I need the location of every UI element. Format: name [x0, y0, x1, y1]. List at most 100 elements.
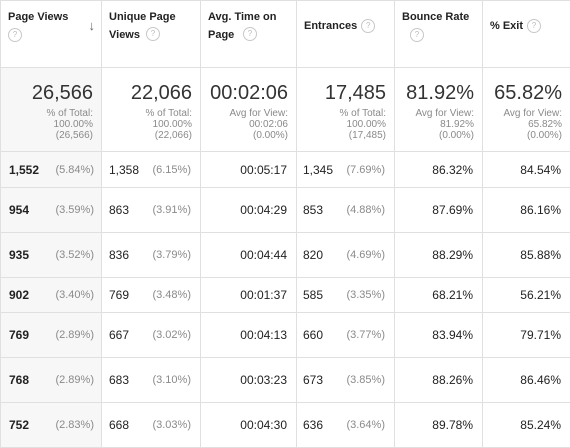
column-header-unique-page-views[interactable]: Unique Page Views?: [102, 1, 201, 68]
unique-page-views-percent: (6.15%): [152, 164, 191, 176]
total-caption: Avg for View:: [205, 108, 288, 119]
entrances-percent: (3.35%): [346, 289, 385, 301]
cell-unique-page-views: 863(3.91%): [102, 188, 201, 233]
entrances-percent: (7.69%): [346, 164, 385, 176]
table-row: 902 (3.40%) 769 (3.48%) 00:01:37 585 (3.35%) 68…: [1, 278, 570, 313]
entrances-value: 853: [301, 203, 323, 217]
cell-unique-page-views: 769 (3.48%): [102, 278, 201, 313]
cell-page-views: 935(3.52%): [1, 233, 102, 278]
page-views-percent: (3.40%): [55, 289, 94, 301]
entrances-percent: (4.69%): [346, 249, 385, 261]
column-header-label: Unique Page Views: [109, 8, 179, 44]
exit-value: 85.88%: [520, 248, 561, 262]
total-value: 17,485: [301, 82, 386, 104]
column-header-bounce-rate[interactable]: Bounce Rate ?: [395, 1, 483, 68]
total-percent: 100.00%: [5, 119, 93, 130]
cell-bounce-rate: 89.78%: [395, 403, 483, 448]
cell-exit: 84.54%: [483, 152, 570, 188]
cell-exit: 85.88%: [483, 233, 570, 278]
cell-entrances: 673(3.85%): [297, 358, 395, 403]
total-exit: 65.82% Avg for View:65.82%(0.00%): [483, 68, 570, 152]
page-views-percent: (5.84%): [55, 164, 94, 176]
column-header-entrances[interactable]: Entrances?: [297, 1, 395, 68]
bounce-rate-value: 87.69%: [432, 203, 473, 217]
cell-exit: 85.24%: [483, 403, 570, 448]
help-icon[interactable]: ?: [146, 27, 160, 41]
unique-page-views-value: 667: [106, 328, 129, 342]
entrances-percent: (4.88%): [346, 204, 385, 216]
total-entrances: 17,485 % of Total:100.00%(17,485): [297, 68, 395, 152]
total-caption: % of Total:: [5, 108, 93, 119]
total-value: 81.92%: [399, 82, 474, 104]
entrances-value: 585: [301, 288, 323, 302]
entrances-value: 1,345: [301, 163, 333, 177]
page-views-percent: (2.89%): [55, 329, 94, 341]
unique-page-views-value: 683: [106, 373, 129, 387]
avg-time-value: 00:04:13: [240, 328, 287, 342]
cell-page-views: 1,552(5.84%): [1, 152, 102, 188]
entrances-value: 660: [301, 328, 323, 342]
total-value: 22,066: [106, 82, 192, 104]
unique-page-views-percent: (3.48%): [152, 289, 191, 301]
total-count: (22,066): [106, 130, 192, 141]
total-avg-time-on-page: 00:02:06 Avg for View:00:02:06(0.00%): [201, 68, 297, 152]
help-icon[interactable]: ?: [361, 19, 375, 33]
cell-bounce-rate: 87.69%: [395, 188, 483, 233]
avg-time-value: 00:03:23: [240, 373, 287, 387]
cell-page-views: 954(3.59%): [1, 188, 102, 233]
total-value: 26,566: [5, 82, 93, 104]
cell-entrances: 585 (3.35%): [297, 278, 395, 313]
help-icon[interactable]: ?: [243, 27, 257, 41]
total-caption: % of Total:: [106, 108, 192, 119]
header-row: Page Views ? ↓ Unique Page Views? Avg. T…: [1, 1, 570, 68]
page-views-percent: (2.83%): [55, 419, 94, 431]
column-header-avg-time-on-page[interactable]: Avg. Time on Page?: [201, 1, 297, 68]
total-count: (0.00%): [399, 130, 474, 141]
total-value: 00:02:06: [205, 82, 288, 104]
avg-time-value: 00:04:44: [240, 248, 287, 262]
column-header-exit[interactable]: % Exit?: [483, 1, 570, 68]
total-percent: 100.00%: [301, 119, 386, 130]
total-caption: % of Total:: [301, 108, 386, 119]
column-header-label: Entrances: [304, 20, 357, 32]
unique-page-views-percent: (3.91%): [152, 204, 191, 216]
bounce-rate-value: 88.29%: [432, 248, 473, 262]
table-row: 769(2.89%) 667 (3.02%) 00:04:13 660(3.77%)83…: [1, 313, 570, 358]
column-header-label: % Exit: [490, 20, 523, 32]
cell-entrances: 853 (4.88%): [297, 188, 395, 233]
cell-bounce-rate: 83.94%: [395, 313, 483, 358]
cell-avg-time-on-page: 00:04:44: [201, 233, 297, 278]
column-header-page-views[interactable]: Page Views ? ↓: [1, 1, 102, 68]
page-views-value: 935: [9, 248, 29, 262]
cell-entrances: 660(3.77%): [297, 313, 395, 358]
unique-page-views-percent: (3.10%): [152, 374, 191, 386]
unique-page-views-percent: (3.79%): [152, 249, 191, 261]
help-icon[interactable]: ?: [410, 28, 424, 42]
page-views-value: 902: [9, 288, 29, 302]
help-icon[interactable]: ?: [527, 19, 541, 33]
cell-avg-time-on-page: 00:03:23: [201, 358, 297, 403]
avg-time-value: 00:04:30: [240, 418, 287, 432]
sort-descending-icon[interactable]: ↓: [89, 17, 96, 35]
bounce-rate-value: 86.32%: [432, 163, 473, 177]
exit-value: 86.16%: [520, 203, 561, 217]
cell-unique-page-views: 667 (3.02%): [102, 313, 201, 358]
column-header-label: Bounce Rate: [402, 11, 469, 23]
cell-avg-time-on-page: 00:04:30: [201, 403, 297, 448]
unique-page-views-value: 769: [106, 288, 129, 302]
exit-value: 85.24%: [520, 418, 561, 432]
help-icon[interactable]: ?: [8, 28, 22, 42]
cell-entrances: 636(3.64%): [297, 403, 395, 448]
avg-time-value: 00:01:37: [240, 288, 287, 302]
unique-page-views-percent: (3.03%): [152, 419, 191, 431]
unique-page-views-percent: (3.02%): [152, 329, 191, 341]
avg-time-value: 00:05:17: [240, 163, 287, 177]
total-count: (26,566): [5, 130, 93, 141]
cell-bounce-rate: 68.21%: [395, 278, 483, 313]
cell-page-views: 769(2.89%): [1, 313, 102, 358]
